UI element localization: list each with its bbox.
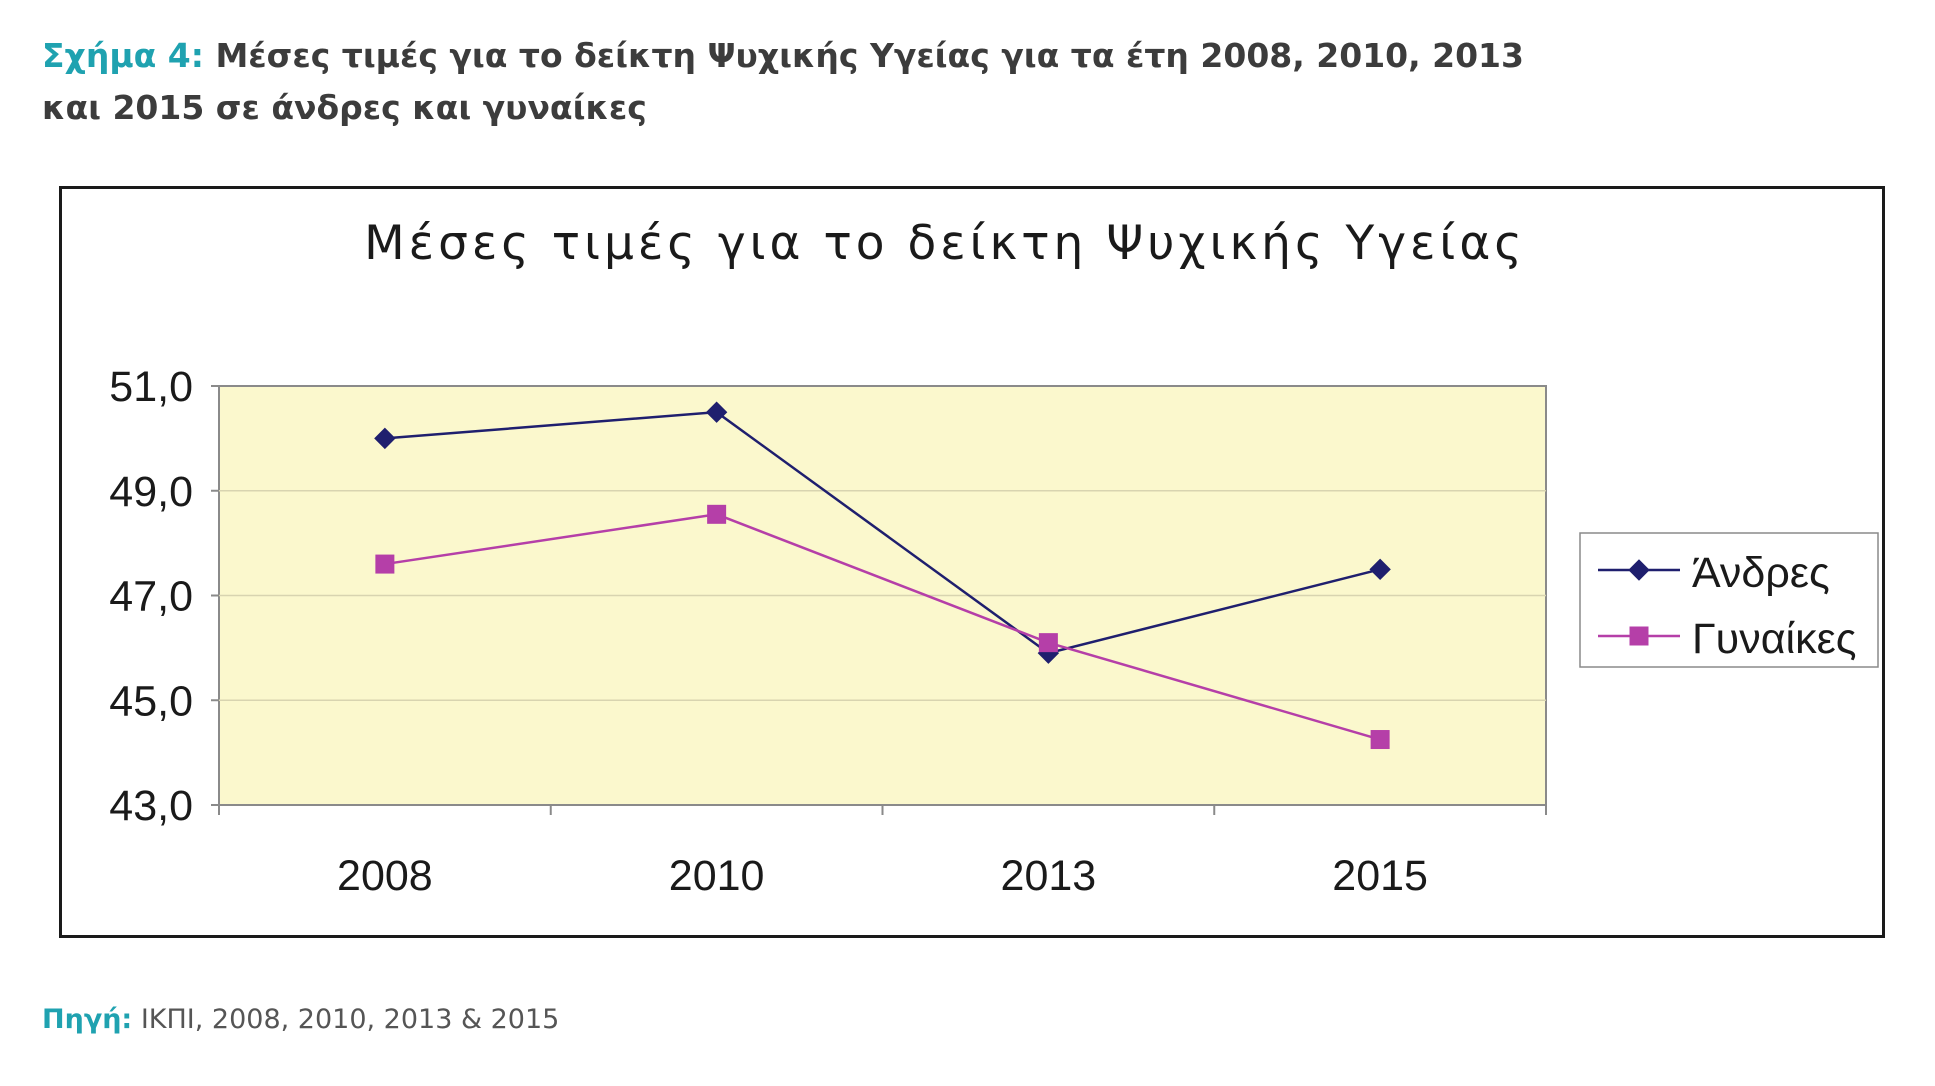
source-note: Πηγή: ΙΚΠΙ, 2008, 2010, 2013 & 2015 [42, 1004, 559, 1035]
caption-line-2: και 2015 σε άνδρες και γυναίκες [42, 88, 647, 127]
x-tick-label: 2010 [669, 852, 765, 900]
series-1-point [705, 401, 728, 423]
series-line-1 [384, 410, 1381, 655]
legend-marker-1 [1628, 559, 1650, 581]
y-tick-label: 51,0 [109, 363, 193, 411]
source-text: ΙΚΠΙ, 2008, 2010, 2013 & 2015 [140, 1004, 560, 1035]
caption-line-1: Σχήμα 4: Μέσες τιμές για το δείκτη Ψυχικ… [42, 30, 1542, 82]
series-2-point [1370, 730, 1390, 750]
caption-text-1: Μέσες τιμές για το δείκτη Ψυχικής Υγείας… [215, 36, 1524, 75]
source-label: Πηγή: [42, 1004, 133, 1035]
series-line-2 [384, 513, 1381, 741]
legend-marker-2 [1629, 626, 1649, 646]
series-1-point [374, 427, 396, 450]
legend: Άνδρες Γυναίκες [1579, 532, 1879, 668]
y-tick-label: 47,0 [109, 573, 193, 621]
caption-label: Σχήμα 4: [42, 36, 204, 75]
plot-area: 51,0 49,0 47,0 45,0 43,0 2008 2010 2013 2015 [109, 363, 1547, 900]
y-tick-label: 45,0 [109, 677, 193, 725]
series-2-point [1038, 633, 1058, 653]
figure-caption: Σχήμα 4: Μέσες τιμές για το δείκτη Ψυχικ… [42, 30, 1542, 134]
series-2-point [375, 554, 395, 574]
x-tick-label: 2015 [1332, 852, 1428, 900]
series-2-point [707, 504, 727, 524]
x-tick-label: 2008 [337, 852, 433, 900]
y-tick-label: 43,0 [109, 782, 193, 830]
series-1-point [1369, 558, 1391, 581]
legend-label-1: Άνδρες [1692, 549, 1830, 597]
x-tick-label: 2013 [1001, 852, 1097, 900]
line-chart: Μέσες τιμές για το δείκτη Ψυχικής Υγείας… [109, 216, 1879, 900]
legend-label-2: Γυναίκες [1692, 615, 1857, 663]
chart-frame: Μέσες τιμές για το δείκτη Ψυχικής Υγείας… [59, 186, 1885, 938]
y-tick-label: 49,0 [109, 468, 193, 516]
chart-title: Μέσες τιμές για το δείκτη Ψυχικής Υγείας [364, 216, 1526, 271]
